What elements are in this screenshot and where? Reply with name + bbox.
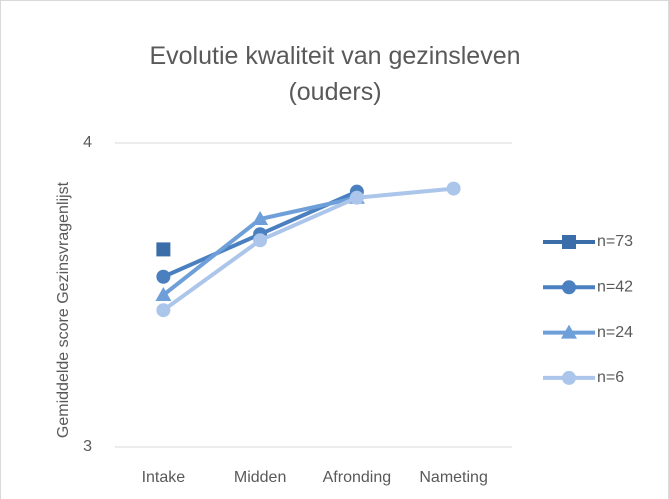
x-tick-label: Intake <box>142 469 186 486</box>
legend-label: n=73 <box>597 233 633 250</box>
marker <box>349 190 364 205</box>
marker <box>446 181 461 196</box>
x-tick-label: Nameting <box>419 469 487 486</box>
y-axis-label: Gemiddelde score Gezinsvragenlijst <box>55 181 72 438</box>
x-tick-label: Afronding <box>323 469 392 486</box>
legend-label: n=24 <box>597 324 633 341</box>
legend-label: n=6 <box>597 369 624 386</box>
chart-title: Evolutie kwaliteit van gezinsleven (oude… <box>149 42 521 106</box>
marker <box>561 324 577 339</box>
marker <box>156 242 171 257</box>
series-line <box>162 186 454 312</box>
legend-label: n=42 <box>597 279 633 296</box>
marker <box>252 211 269 225</box>
y-tick-label: 4 <box>83 134 92 151</box>
x-tick-label: Midden <box>234 469 286 486</box>
marker <box>155 287 172 301</box>
marker <box>156 303 171 318</box>
marker <box>562 235 576 249</box>
y-tick-label: 3 <box>83 438 92 455</box>
marker <box>253 233 268 248</box>
marker <box>562 280 576 295</box>
marker <box>562 370 576 385</box>
marker <box>156 269 171 284</box>
